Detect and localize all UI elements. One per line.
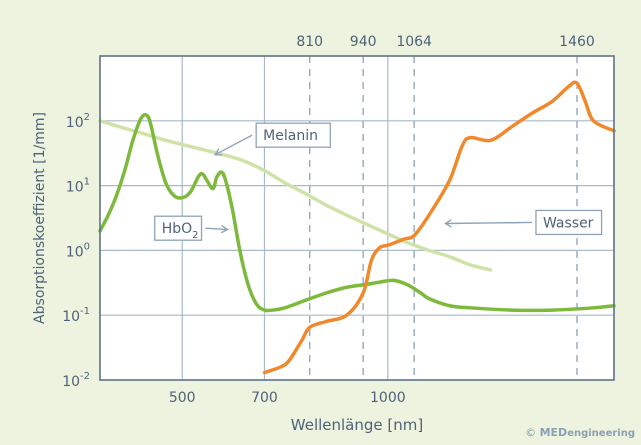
y-tick-label: 10-1: [62, 306, 90, 325]
plot-border: [99, 55, 615, 381]
series-label-name: Wasser: [543, 215, 594, 231]
reference-label: 1064: [396, 34, 432, 50]
series-label-box: [154, 215, 203, 241]
x-axis-label: Wellenlänge [nm]: [291, 416, 423, 434]
y-tick-label: 10-2: [62, 371, 90, 390]
callout-arrow-head: [444, 219, 452, 228]
y-tick-label: 102: [66, 112, 90, 131]
series-label: HbO2: [162, 221, 199, 241]
y-tick-exponent: 2: [84, 112, 90, 123]
y-tick-base: 10: [66, 244, 84, 260]
series-line-wasser: [262, 80, 616, 375]
series-line-melanin: [98, 119, 493, 272]
series-label-box: [535, 209, 603, 236]
callout-arrow-line: [214, 134, 253, 156]
y-tick-exponent: 1: [84, 177, 90, 188]
y-tick-exponent: -1: [80, 306, 90, 317]
callout-melanin: Melanin: [213, 122, 332, 156]
y-tick-base: 10: [66, 180, 84, 196]
callout-arrow-line: [445, 221, 532, 225]
series-label-box: [255, 122, 332, 148]
series-line-hbo: [98, 112, 616, 313]
y-tick-base: 10: [66, 115, 84, 131]
callouts: Melanin HbO2 Wasser: [154, 122, 603, 241]
y-tick-exponent: 0: [84, 241, 90, 252]
copyright-suffix: engineering: [567, 428, 635, 439]
series-label: Melanin: [263, 128, 318, 144]
copyright-brand: MED: [539, 426, 568, 439]
copyright-symbol: ©: [525, 426, 537, 439]
copyright-notice: © MEDengineering: [525, 426, 635, 439]
x-tick-label: 500: [169, 390, 196, 406]
callout-wasser: Wasser: [444, 209, 603, 236]
callout-arrow-head: [213, 148, 223, 156]
y-tick-label: 101: [66, 177, 90, 196]
series-layer: [98, 80, 616, 375]
x-tick-label: 1000: [370, 390, 406, 406]
grid-lines: [100, 56, 614, 380]
y-axis-label: Absorptionskoeffizient [1/mm]: [32, 112, 48, 324]
callout-hbo: HbO2: [154, 215, 229, 241]
series-label: Wasser: [543, 215, 594, 231]
reference-label: 810: [296, 34, 323, 50]
series-label-name: Melanin: [263, 128, 318, 144]
x-tick-label: 700: [251, 390, 278, 406]
series-label-subscript: 2: [192, 230, 198, 241]
reference-label: 1460: [559, 34, 595, 50]
y-tick-base: 10: [62, 309, 80, 325]
reference-label: 940: [350, 34, 377, 50]
y-tick-exponent: -2: [80, 371, 90, 382]
callout-arrow-line: [205, 227, 228, 231]
y-tick-base: 10: [62, 374, 80, 390]
series-label-name: HbO: [162, 221, 192, 237]
callout-arrow-head: [220, 224, 229, 234]
y-tick-label: 100: [66, 241, 90, 260]
